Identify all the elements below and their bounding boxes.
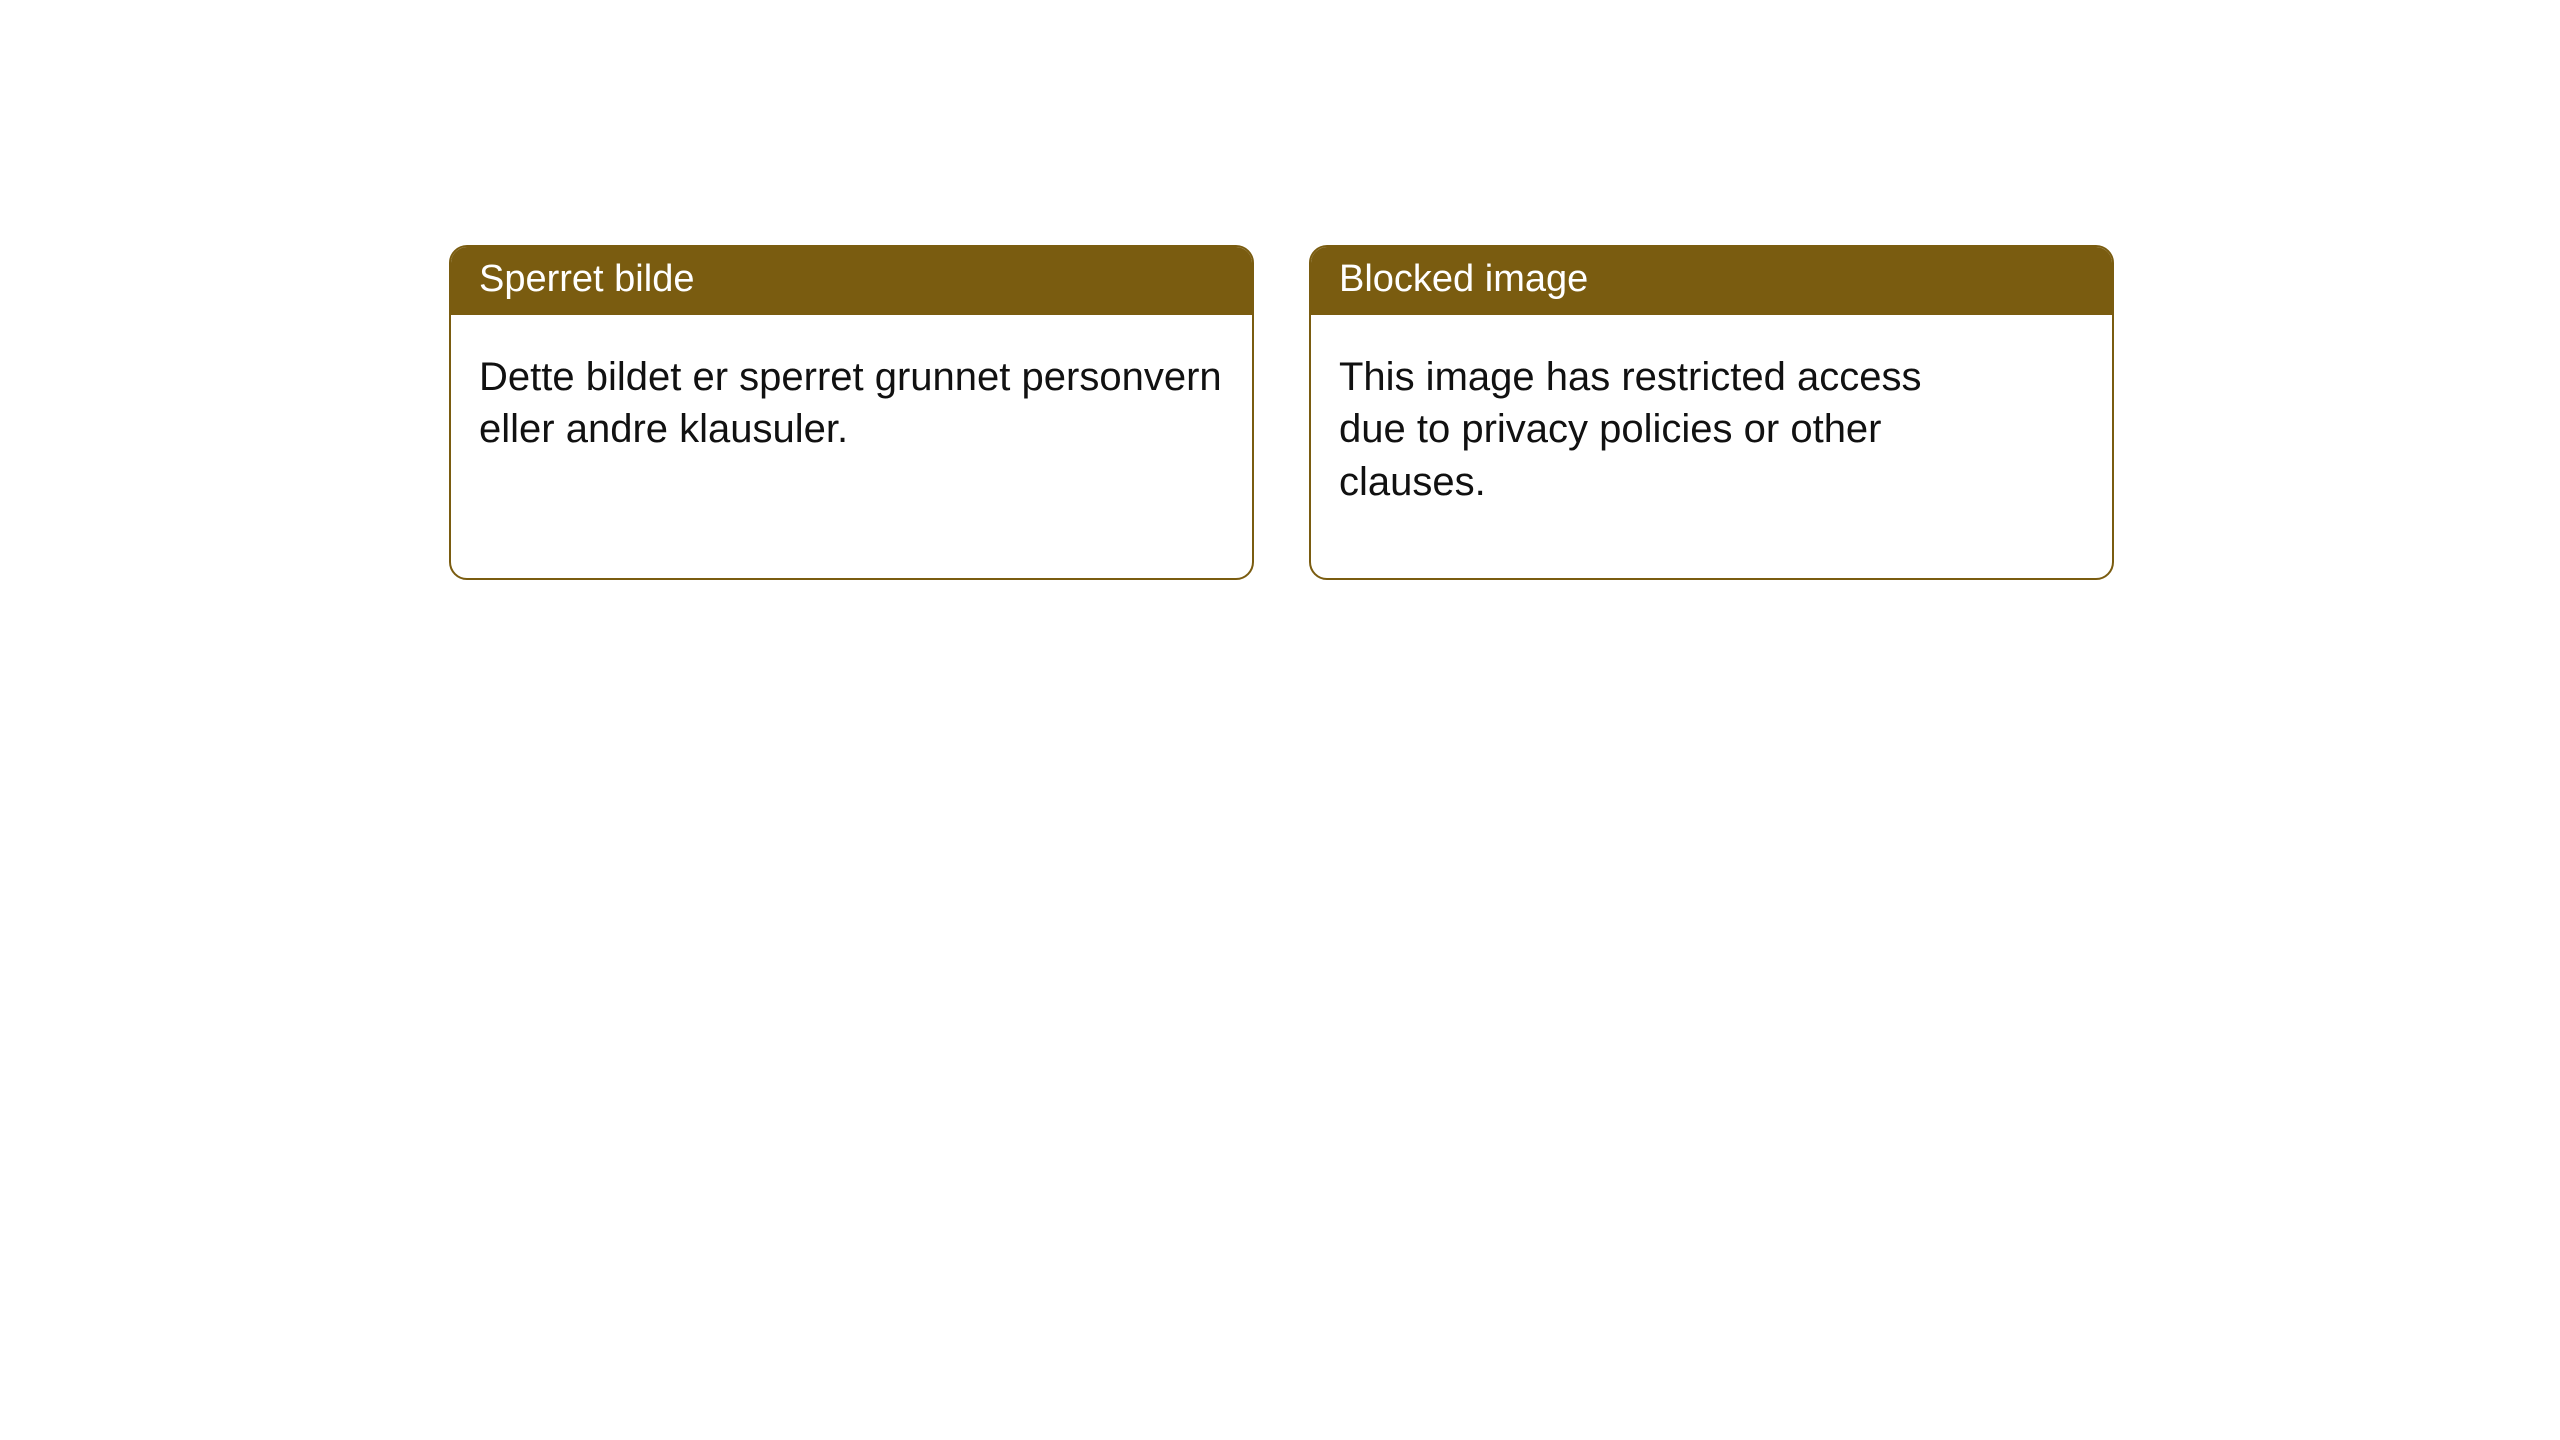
notice-card-english: Blocked image This image has restricted … — [1309, 245, 2114, 580]
notice-container: Sperret bilde Dette bildet er sperret gr… — [449, 245, 2114, 580]
notice-body-norwegian: Dette bildet er sperret grunnet personve… — [451, 315, 1252, 493]
notice-header-norwegian: Sperret bilde — [451, 247, 1252, 315]
notice-body-english: This image has restricted access due to … — [1311, 315, 1951, 545]
notice-card-norwegian: Sperret bilde Dette bildet er sperret gr… — [449, 245, 1254, 580]
notice-header-english: Blocked image — [1311, 247, 2112, 315]
